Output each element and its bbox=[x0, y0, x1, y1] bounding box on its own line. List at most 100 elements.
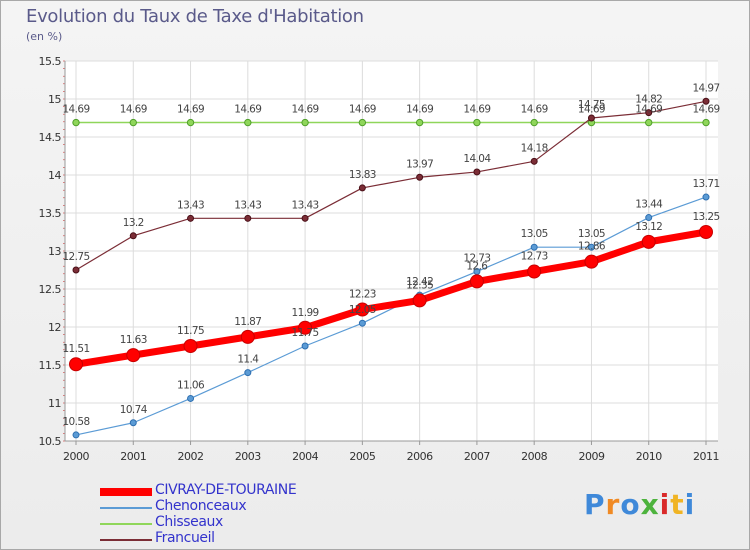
data-point-civray bbox=[527, 264, 542, 279]
data-point-francueil bbox=[72, 266, 80, 274]
data-label-chenonceaux: 13.44 bbox=[635, 199, 663, 211]
logo-letter: t bbox=[670, 488, 685, 521]
data-label-francueil: 13.83 bbox=[349, 169, 376, 181]
data-point-chenonceaux bbox=[187, 394, 195, 402]
proxiti-logo: Proxiti bbox=[584, 488, 695, 521]
data-point-civray bbox=[355, 302, 370, 317]
data-point-francueil bbox=[416, 173, 424, 181]
data-label-chisseaux: 14.69 bbox=[578, 104, 605, 116]
y-tick-label: 11 bbox=[48, 397, 61, 410]
data-point-chenonceaux bbox=[530, 243, 538, 251]
data-label-chisseaux: 14.69 bbox=[349, 104, 376, 116]
data-label-chenonceaux: 11.06 bbox=[177, 379, 205, 391]
data-point-chenonceaux bbox=[301, 342, 309, 350]
data-label-chisseaux: 14.69 bbox=[234, 104, 261, 116]
data-point-francueil bbox=[587, 114, 595, 122]
data-point-civray bbox=[240, 329, 255, 344]
data-point-chisseaux bbox=[129, 118, 137, 127]
x-tick-label: 2008 bbox=[521, 450, 547, 463]
logo-letter: i bbox=[684, 488, 696, 521]
data-label-chisseaux: 14.69 bbox=[406, 104, 433, 116]
data-point-chisseaux bbox=[244, 118, 252, 127]
legend-label-chisseaux: Chisseaux bbox=[155, 514, 223, 530]
data-label-francueil: 14.82 bbox=[635, 94, 662, 106]
data-label-civray: 11.87 bbox=[234, 316, 261, 328]
data-label-chenonceaux: 10.58 bbox=[62, 416, 89, 428]
x-tick-label: 2004 bbox=[292, 450, 318, 463]
data-point-civray bbox=[69, 357, 83, 372]
data-point-francueil bbox=[645, 109, 653, 117]
data-point-chenonceaux bbox=[645, 214, 653, 222]
legend-swatch-chenonceaux bbox=[100, 507, 152, 509]
logo-letter: P bbox=[584, 488, 606, 521]
data-point-civray bbox=[469, 274, 484, 289]
data-label-civray: 13.12 bbox=[635, 221, 662, 233]
x-tick-label: 2010 bbox=[636, 450, 662, 463]
y-tick-label: 13 bbox=[48, 245, 61, 258]
data-label-francueil: 12.75 bbox=[62, 251, 89, 263]
y-tick-label: 10.5 bbox=[39, 435, 62, 448]
chart-title: Evolution du Taux de Taxe d'Habitation bbox=[26, 6, 364, 27]
logo-letter: i bbox=[659, 488, 671, 521]
data-label-chenonceaux: 12.42 bbox=[406, 276, 433, 288]
data-point-chenonceaux bbox=[702, 193, 710, 201]
series-line-chenonceaux bbox=[75, 196, 707, 436]
x-tick-label: 2007 bbox=[464, 450, 490, 463]
data-point-civray bbox=[699, 225, 713, 239]
y-tick-label: 15.5 bbox=[39, 55, 62, 68]
data-label-civray: 11.99 bbox=[292, 307, 319, 319]
data-label-chenonceaux: 13.71 bbox=[692, 178, 719, 190]
y-tick-label: 15 bbox=[48, 93, 61, 106]
data-label-francueil: 13.2 bbox=[123, 217, 144, 229]
data-point-civray bbox=[126, 348, 141, 363]
chart-subtitle: (en %) bbox=[26, 30, 63, 43]
data-point-chenonceaux bbox=[358, 319, 366, 327]
x-tick-label: 2005 bbox=[349, 450, 375, 463]
data-label-chenonceaux: 13.05 bbox=[578, 228, 605, 240]
data-point-civray bbox=[298, 320, 313, 335]
data-label-francueil: 13.43 bbox=[177, 199, 204, 211]
data-label-chenonceaux: 12.73 bbox=[463, 253, 490, 265]
data-label-chisseaux: 14.69 bbox=[292, 104, 319, 116]
y-tick-label: 13.5 bbox=[39, 207, 62, 220]
y-tick-label: 11.5 bbox=[39, 359, 62, 372]
data-point-civray bbox=[584, 254, 599, 269]
x-tick-label: 2006 bbox=[407, 450, 433, 463]
data-label-civray: 12.23 bbox=[349, 289, 376, 301]
data-label-francueil: 14.04 bbox=[463, 153, 491, 165]
legend-label-francueil: Francueil bbox=[155, 530, 215, 546]
data-label-chisseaux: 14.69 bbox=[177, 104, 204, 116]
x-tick-label: 2009 bbox=[578, 450, 604, 463]
data-point-chisseaux bbox=[415, 118, 424, 127]
y-tick-label: 14.5 bbox=[39, 131, 62, 144]
data-point-chisseaux bbox=[186, 118, 195, 127]
data-point-francueil bbox=[702, 97, 710, 105]
data-point-chenonceaux bbox=[587, 243, 595, 251]
data-point-chenonceaux bbox=[129, 419, 137, 427]
data-label-francueil: 14.18 bbox=[521, 142, 548, 154]
data-label-chenonceaux: 13.05 bbox=[521, 228, 548, 240]
legend-label-chenonceaux: Chenonceaux bbox=[155, 498, 247, 514]
data-point-chenonceaux bbox=[72, 431, 80, 439]
legend-swatch-chisseaux bbox=[100, 523, 152, 525]
x-tick-label: 2011 bbox=[693, 450, 719, 463]
data-label-chisseaux: 14.69 bbox=[521, 104, 548, 116]
data-label-civray: 11.63 bbox=[120, 334, 147, 346]
data-label-francueil: 13.43 bbox=[234, 199, 261, 211]
legend-label-civray: CIVRAY-DE-TOURAINE bbox=[155, 482, 297, 498]
data-point-chisseaux bbox=[358, 118, 367, 127]
data-label-chisseaux: 14.69 bbox=[120, 104, 147, 116]
logo-letter: o bbox=[620, 488, 641, 521]
data-point-chenonceaux bbox=[244, 369, 252, 377]
data-label-chenonceaux: 12.05 bbox=[349, 304, 376, 316]
data-label-chisseaux: 14.69 bbox=[692, 104, 719, 116]
data-label-civray: 12.35 bbox=[406, 279, 433, 291]
data-label-chisseaux: 14.69 bbox=[635, 104, 662, 116]
data-label-chisseaux: 14.69 bbox=[463, 104, 490, 116]
data-point-francueil bbox=[129, 232, 137, 240]
data-point-civray bbox=[183, 339, 198, 353]
data-point-francueil bbox=[530, 157, 538, 165]
series-line-civray bbox=[75, 228, 707, 368]
data-point-chisseaux bbox=[473, 118, 481, 127]
